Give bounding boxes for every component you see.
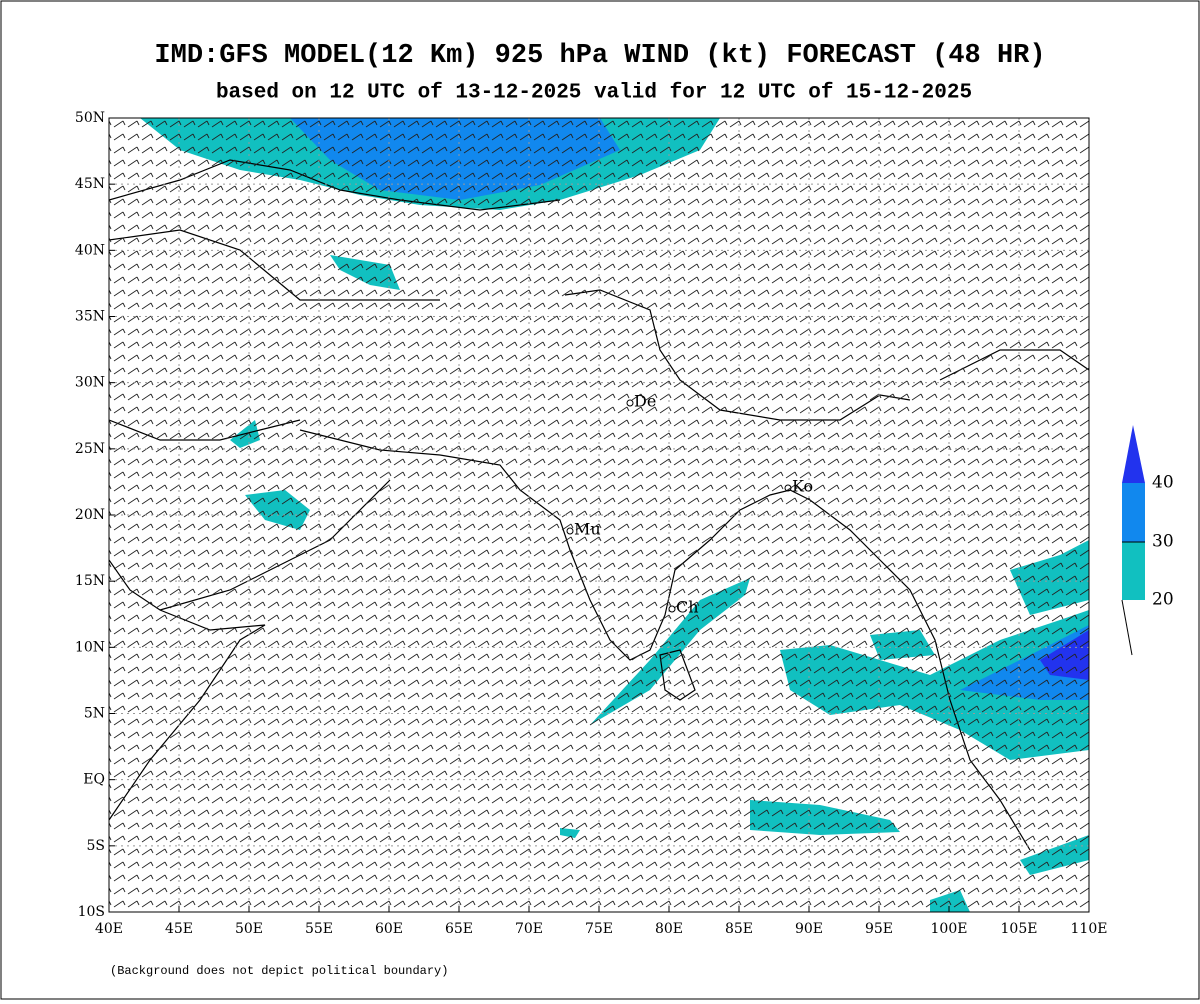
x-tick-label: 95E [865, 921, 893, 937]
y-tick-label: 35N [75, 309, 105, 325]
x-tick-label: 65E [445, 921, 473, 937]
y-tick-label: 25N [75, 441, 105, 457]
y-tick-label: 10S [78, 904, 105, 920]
legend-swatch [1122, 542, 1145, 600]
legend-label: 30 [1152, 532, 1174, 552]
subtitle: based on 12 UTC of 13-12-2025 valid for … [216, 82, 972, 105]
y-tick-label: 5S [87, 838, 106, 854]
legend: 40 30 20 [1121, 425, 1174, 656]
x-tick-label: 105E [1001, 921, 1038, 937]
y-tick-label: EQ [83, 772, 105, 788]
x-tick-label: 110E [1071, 921, 1108, 937]
x-tick-label: 85E [725, 921, 753, 937]
city-label: De [634, 392, 656, 411]
footnote: (Background does not depict political bo… [110, 964, 448, 978]
y-tick-label: 5N [84, 706, 105, 722]
x-tick-label: 90E [795, 921, 823, 937]
x-tick-label: 50E [235, 921, 263, 937]
y-tick-label: 45N [75, 176, 105, 192]
legend-label: 40 [1152, 473, 1174, 493]
y-tick-label: 30N [75, 375, 105, 391]
y-tick-label: 50N [75, 110, 105, 126]
y-tick-label: 40N [75, 242, 105, 258]
axis-ticks: 40E 45E 50E 55E 60E 65E 70E 75E 80E 85E 90E 95E 100E… [75, 110, 1108, 937]
x-tick-label: 40E [95, 921, 123, 937]
x-tick-label: 75E [585, 921, 613, 937]
city-label: Ch [676, 598, 699, 617]
x-tick-label: 55E [305, 921, 333, 937]
x-tick-label: 70E [515, 921, 543, 937]
legend-swatch [1122, 483, 1145, 542]
city-label: Mu [574, 520, 601, 539]
x-tick-label: 100E [931, 921, 968, 937]
city-label: Ko [792, 477, 813, 496]
x-tick-label: 60E [375, 921, 403, 937]
grid [109, 118, 1089, 912]
title: IMD:GFS MODEL(12 Km) 925 hPa WIND (kt) F… [154, 41, 1045, 71]
x-tick-label: 45E [165, 921, 193, 937]
x-tick-label: 80E [655, 921, 683, 937]
cities: De Ko Mu Ch [566, 392, 813, 617]
y-tick-label: 20N [75, 507, 105, 523]
y-tick-label: 15N [75, 573, 105, 589]
y-tick-label: 10N [75, 639, 105, 655]
plot-area [109, 118, 1089, 912]
legend-label: 20 [1152, 590, 1174, 610]
legend-swatch [1122, 425, 1145, 483]
